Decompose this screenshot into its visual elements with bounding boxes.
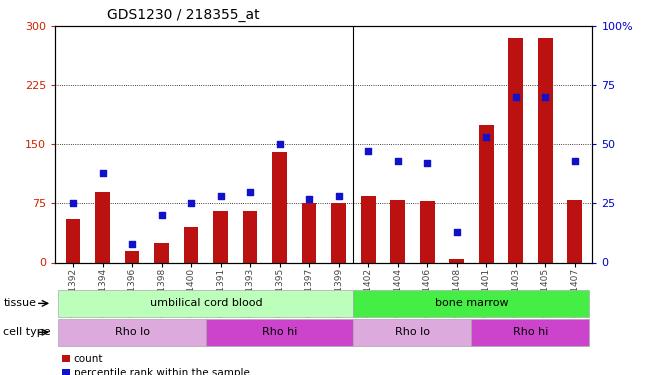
Bar xyxy=(361,196,376,262)
Point xyxy=(304,196,314,202)
Bar xyxy=(331,203,346,262)
Point xyxy=(156,212,167,218)
Point xyxy=(127,241,137,247)
Point xyxy=(215,194,226,200)
Point xyxy=(481,134,492,140)
Bar xyxy=(449,259,464,262)
Text: Rho hi: Rho hi xyxy=(513,327,548,337)
Point xyxy=(363,148,373,154)
Point xyxy=(68,200,78,206)
Bar xyxy=(243,211,258,262)
Bar xyxy=(66,219,81,262)
Text: GDS1230 / 218355_at: GDS1230 / 218355_at xyxy=(107,9,260,22)
Bar xyxy=(154,243,169,262)
Text: count: count xyxy=(74,354,103,364)
Bar xyxy=(272,152,287,262)
Text: tissue: tissue xyxy=(3,298,36,308)
Bar xyxy=(420,201,434,262)
Point xyxy=(333,194,344,200)
Text: bone marrow: bone marrow xyxy=(435,298,508,308)
Bar xyxy=(184,227,199,262)
Point xyxy=(510,94,521,100)
Bar xyxy=(567,200,582,262)
Bar xyxy=(478,124,493,262)
Bar xyxy=(95,192,110,262)
Text: cell type: cell type xyxy=(3,327,51,337)
Text: Rho lo: Rho lo xyxy=(115,327,150,337)
Point xyxy=(186,200,197,206)
Point xyxy=(98,170,108,176)
Point xyxy=(245,189,255,195)
Text: umbilical cord blood: umbilical cord blood xyxy=(150,298,262,308)
Point xyxy=(393,158,403,164)
Bar xyxy=(390,200,405,262)
Bar xyxy=(538,38,553,262)
Text: Rho lo: Rho lo xyxy=(395,327,430,337)
Bar xyxy=(508,38,523,262)
Text: Rho hi: Rho hi xyxy=(262,327,298,337)
Bar xyxy=(302,203,316,262)
Bar xyxy=(214,211,228,262)
Bar xyxy=(125,251,139,262)
Point xyxy=(275,141,285,147)
Point xyxy=(422,160,432,166)
Point xyxy=(570,158,580,164)
Text: percentile rank within the sample: percentile rank within the sample xyxy=(74,368,249,375)
Point xyxy=(540,94,550,100)
Point xyxy=(451,229,462,235)
